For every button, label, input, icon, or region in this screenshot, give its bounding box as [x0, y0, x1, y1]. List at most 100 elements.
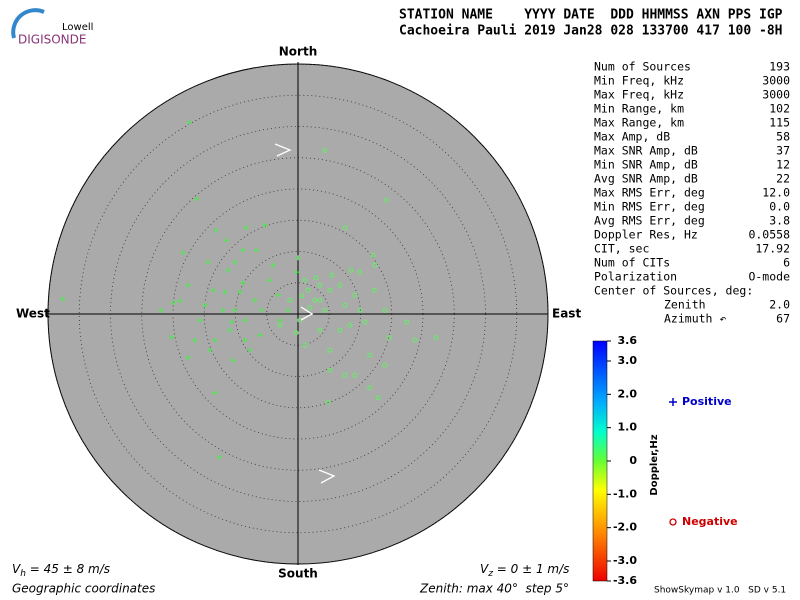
north-label: North	[279, 45, 317, 59]
source-negative	[293, 330, 299, 336]
source-positive	[229, 319, 235, 325]
source-negative	[302, 277, 308, 283]
stat-value: 58	[776, 130, 790, 144]
source-negative	[383, 197, 389, 203]
source-positive	[158, 307, 164, 313]
zenith-note: Zenith: max 40° step 5°	[419, 582, 569, 596]
source-negative	[372, 262, 378, 268]
source-positive	[186, 119, 192, 125]
source-positive	[242, 317, 248, 323]
colorbar-tick-label: -3.6	[613, 574, 637, 587]
source-negative	[327, 347, 333, 353]
vh: Vh = 45 ± 8 m/s	[12, 562, 110, 579]
source-negative	[287, 297, 293, 303]
source-positive	[169, 334, 175, 340]
stat-value: 22	[776, 172, 790, 186]
source-negative	[337, 327, 343, 333]
source-positive	[275, 292, 281, 298]
stat-label: Avg RMS Err, deg	[594, 214, 705, 228]
center-label: Zenith	[664, 298, 706, 312]
source-positive	[205, 259, 211, 265]
source-positive	[213, 227, 219, 233]
velocity-arrow	[318, 469, 336, 484]
source-negative	[327, 287, 333, 293]
stat-label: Min RMS Err, deg	[594, 200, 705, 214]
source-negative	[302, 342, 308, 348]
stat-label: Min SNR Amp, dB	[594, 158, 698, 172]
stat-label: Num of CITs	[594, 256, 670, 270]
source-positive	[232, 307, 238, 313]
colorbar-label: Doppler,Hz	[649, 434, 660, 495]
source-positive	[225, 267, 231, 273]
source-negative	[322, 307, 328, 313]
source-positive	[197, 317, 203, 323]
source-positive	[230, 357, 236, 363]
west-label: West	[16, 307, 50, 321]
east-label: East	[552, 307, 581, 321]
stat-value: O-mode	[748, 270, 790, 284]
stat-value: 102	[769, 102, 790, 116]
legend-label: Negative	[682, 515, 738, 528]
stat-value: 12.0	[762, 186, 790, 200]
source-positive	[259, 307, 265, 313]
south-label: South	[278, 567, 318, 581]
stat-label: Max SNR Amp, dB	[594, 144, 698, 158]
center-value: 2.0	[769, 298, 790, 312]
source-positive	[177, 298, 183, 304]
source-negative	[348, 267, 354, 273]
source-negative	[347, 322, 353, 328]
velocity-arrow	[300, 306, 314, 321]
vz: Vz = 0 ± 1 m/s	[480, 562, 569, 579]
stat-label: Polarization	[594, 270, 677, 284]
source-positive	[257, 332, 263, 338]
source-negative	[277, 322, 283, 328]
stat-value: 37	[776, 144, 790, 158]
stat-label: CIT, sec	[594, 242, 649, 256]
source-positive	[212, 390, 218, 396]
colorbar-tick-label: 3.6	[618, 334, 638, 347]
source-positive	[180, 250, 186, 256]
source-negative	[317, 282, 323, 288]
source-positive	[252, 297, 258, 303]
source-positive	[185, 355, 191, 361]
source-positive	[285, 307, 291, 313]
source-negative	[386, 335, 392, 341]
source-positive	[232, 259, 238, 265]
colorbar-tick-label: 0	[629, 454, 637, 467]
stat-value: 3000	[762, 74, 790, 88]
source-negative	[327, 367, 333, 373]
source-positive	[207, 347, 213, 353]
stat-value: 0.0558	[748, 228, 790, 242]
colorbar-tick-label: 1.0	[618, 421, 638, 434]
source-negative	[367, 352, 373, 358]
source-positive	[170, 300, 176, 306]
source-positive	[240, 247, 246, 253]
source-negative	[329, 272, 335, 278]
center-label: Azimuth ↶	[664, 312, 726, 326]
version: ShowSkymap v 1.0 SD v 5.1	[654, 586, 786, 596]
stat-label: Max Range, km	[594, 116, 684, 130]
source-negative	[342, 302, 348, 308]
source-positive	[266, 277, 272, 283]
source-negative	[317, 327, 323, 333]
stat-label: Doppler Res, Hz	[594, 228, 698, 242]
source-positive	[270, 262, 276, 268]
source-negative	[305, 287, 311, 293]
logo-bottom: DIGISONDE	[18, 33, 86, 47]
colorbar-tick-label: 2.0	[618, 387, 638, 400]
source-positive	[243, 225, 249, 231]
stat-label: Max Freq, kHz	[594, 88, 684, 102]
source-positive	[227, 327, 233, 333]
source-negative	[352, 372, 358, 378]
header-values: Cachoeira Pauli 2019 Jan28 028 133700 41…	[399, 24, 783, 39]
source-positive	[222, 289, 228, 295]
source-positive	[223, 237, 229, 243]
center-title: Center of Sources, deg:	[594, 284, 753, 298]
source-negative	[375, 395, 381, 401]
colorbar	[592, 340, 608, 582]
source-negative	[317, 297, 323, 303]
source-positive	[210, 287, 216, 293]
source-positive	[220, 307, 226, 313]
source-negative	[357, 269, 363, 275]
